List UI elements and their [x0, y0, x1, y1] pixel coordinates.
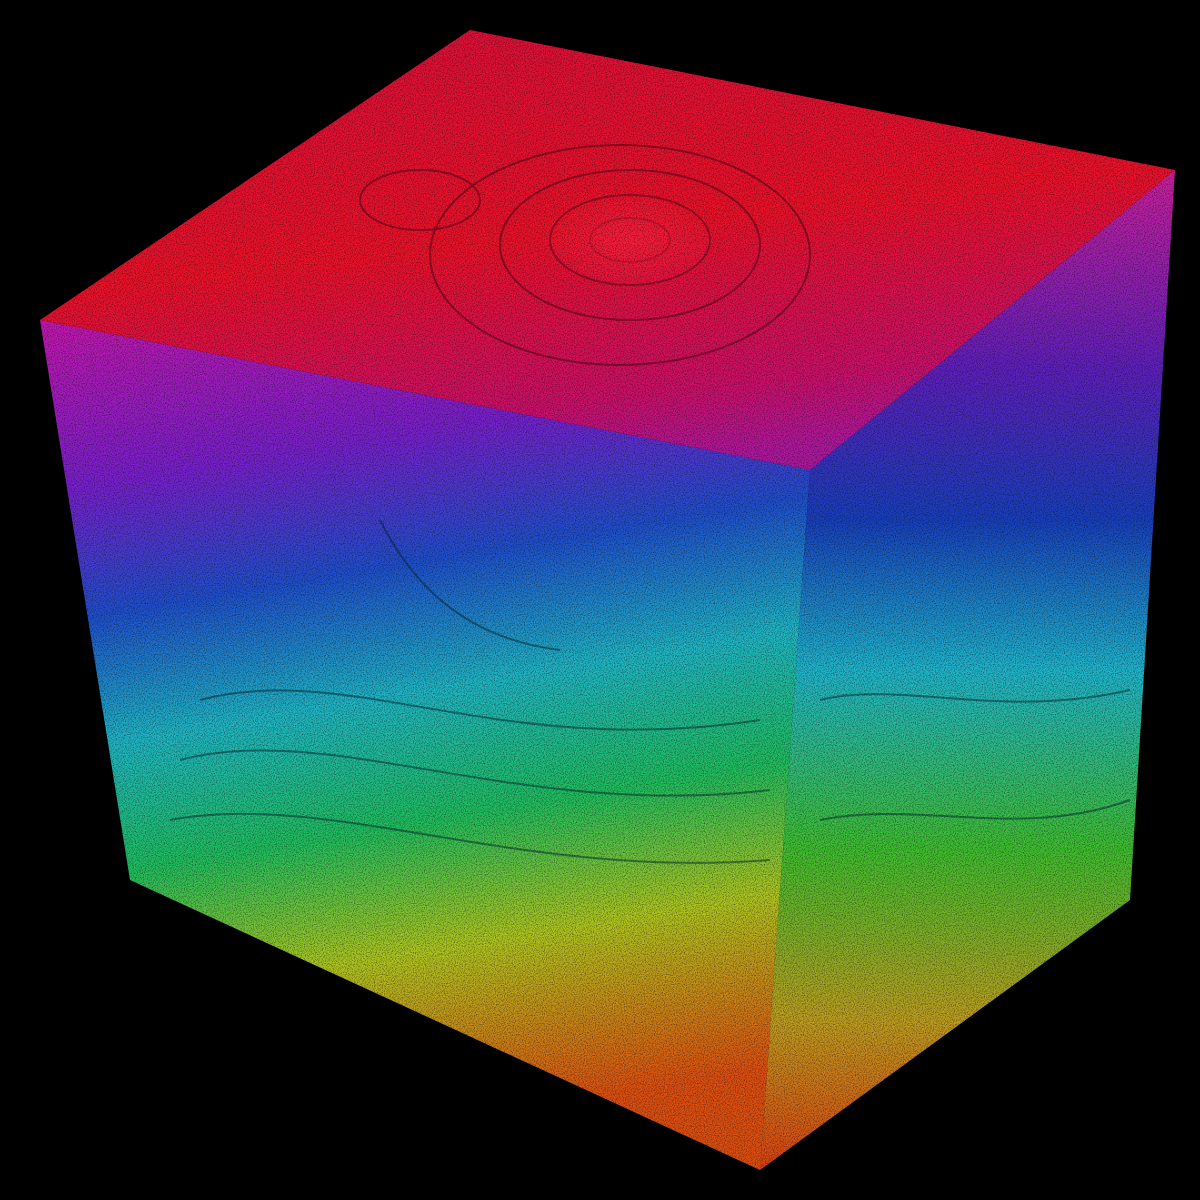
cube: [40, 30, 1175, 1170]
texture: [40, 30, 1175, 1170]
